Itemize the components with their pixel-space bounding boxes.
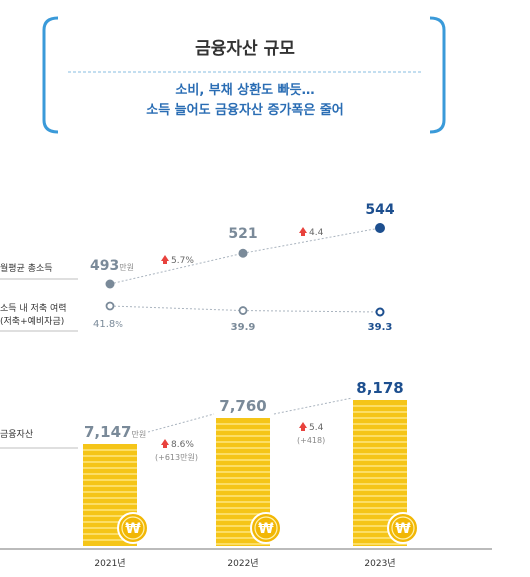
assets-label: 금융자산: [0, 429, 33, 440]
income-value-label: 493만원: [90, 258, 134, 274]
won-symbol: ₩: [258, 521, 274, 537]
income-value-label: 544: [365, 202, 394, 218]
right-bracket: [429, 16, 446, 134]
income-series: 493만원 521 544 5.7% 4.4: [90, 202, 395, 289]
asset-value-label: 7,760: [219, 397, 266, 415]
income-change-label: 5.7%: [161, 255, 194, 266]
left-bracket: [42, 16, 59, 134]
savings-point: [238, 306, 248, 315]
asset-value-label: 7,147만원: [84, 423, 146, 441]
income-value-label: 521: [228, 226, 257, 242]
asset-change-abs: (+613만원): [155, 453, 198, 462]
savings-value-label: 39.3: [368, 322, 393, 333]
row-labels: 월평균 총소득 소득 내 저축 여력 (저축+예비자금) 금융자산: [0, 262, 78, 449]
savings-series: 41.8% 39.9 39.3: [93, 301, 393, 333]
x-tick-label: 2021년: [94, 558, 125, 569]
won-coin-ring: [391, 516, 415, 540]
savings-label-line2: (저축+예비자금): [0, 316, 64, 327]
asset-change-pct: 5.4: [309, 423, 324, 433]
up-arrow-icon: [161, 255, 169, 264]
income-label: 월평균 총소득: [0, 262, 53, 274]
chart-subtitle-line2: 소득 늘어도 금융자산 증가폭은 줄어: [146, 102, 344, 118]
x-tick-label: 2022년: [227, 558, 258, 569]
income-line-segment: [109, 252, 244, 285]
savings-line-segment: [109, 305, 244, 312]
savings-value-label: 39.9: [231, 322, 256, 333]
asset-bars: ₩ ₩ ₩: [83, 400, 419, 546]
header-box: 금융자산 규모 소비, 부채 상환도 빠듯… 소득 늘어도 금융자산 증가폭은 …: [42, 16, 446, 134]
won-symbol: ₩: [125, 521, 141, 537]
asset-change-pct: 8.6%: [171, 440, 194, 450]
asset-connector: [273, 397, 353, 415]
savings-line-segment: [242, 310, 381, 313]
savings-value-label: 41.8%: [93, 319, 123, 330]
income-change-label: 4.4: [299, 227, 324, 238]
income-point: [105, 279, 115, 289]
won-coin-ring: [254, 516, 278, 540]
income-point: [238, 248, 248, 258]
won-symbol: ₩: [395, 521, 411, 537]
asset-bar: ₩: [353, 400, 419, 546]
up-arrow-icon: [299, 227, 307, 236]
chart-title: 금융자산 규모: [195, 39, 295, 59]
income-unit-label: 만원: [119, 263, 134, 272]
asset-change-abs: (+418): [297, 436, 325, 445]
savings-point: [105, 301, 115, 311]
chart-subtitle-line1: 소비, 부채 상환도 빠듯…: [175, 82, 314, 98]
income-line-segment: [242, 227, 381, 254]
asset-unit-label: 만원: [131, 430, 146, 439]
asset-bar: ₩: [216, 418, 282, 546]
asset-value-label: 8,178: [356, 379, 403, 397]
savings-point: [375, 307, 385, 317]
savings-label-line1: 소득 내 저축 여력: [0, 302, 67, 314]
x-tick-label: 2023년: [364, 558, 395, 569]
income-change-text: 4.4: [309, 228, 324, 238]
asset-change-label: 8.6% (+613만원): [155, 439, 198, 462]
up-arrow-icon: [299, 422, 307, 431]
asset-connector: [147, 413, 215, 433]
income-point: [375, 223, 385, 233]
won-coin-ring: [121, 516, 145, 540]
income-change-text: 5.7%: [171, 256, 194, 266]
up-arrow-icon: [161, 439, 169, 448]
savings-unit-label: %: [115, 320, 123, 329]
asset-change-label: 5.4 (+418): [297, 422, 325, 445]
asset-bar: ₩: [83, 444, 149, 546]
